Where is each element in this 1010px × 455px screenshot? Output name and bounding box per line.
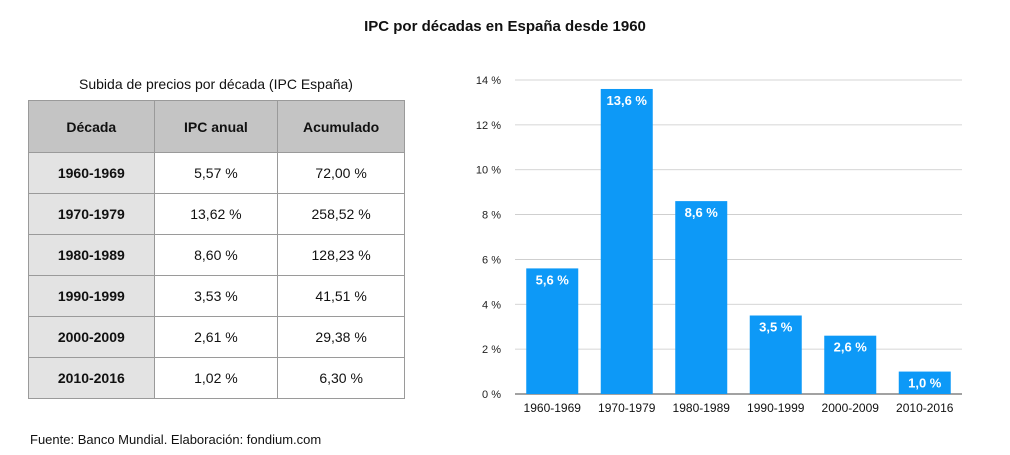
header-ipc-anual: IPC anual	[153, 100, 279, 153]
y-tick-label: 6 %	[482, 254, 501, 266]
cell-decada: 1980-1989	[28, 234, 155, 276]
y-tick-label: 8 %	[482, 210, 501, 222]
table-row: 1960-1969 5,57 % 72,00 %	[28, 152, 405, 194]
data-label: 3,5 %	[759, 320, 793, 335]
table-row: 2000-2009 2,61 % 29,38 %	[28, 316, 405, 358]
cell-decada: 1990-1999	[28, 275, 155, 317]
cell-acumulado: 72,00 %	[277, 152, 405, 194]
cell-ipc-anual: 1,02 %	[153, 357, 279, 399]
table-caption: Subida de precios por década (IPC España…	[79, 76, 353, 92]
bar	[749, 315, 802, 394]
bar	[526, 268, 579, 394]
cell-decada: 2000-2009	[28, 316, 155, 358]
cell-acumulado: 29,38 %	[277, 316, 405, 358]
cell-ipc-anual: 8,60 %	[153, 234, 279, 276]
header-decada: Década	[28, 100, 155, 153]
y-tick-label: 10 %	[476, 165, 501, 177]
x-tick-label: 2000-2009	[822, 401, 880, 415]
x-tick-label: 1970-1979	[598, 401, 656, 415]
cell-ipc-anual: 3,53 %	[153, 275, 279, 317]
cell-acumulado: 41,51 %	[277, 275, 405, 317]
x-tick-label: 2010-2016	[896, 401, 954, 415]
ipc-bar-chart: 0 % 2 % 4 % 6 % 8 % 10 % 12 % 14 % 5,6 % 1960-196…	[476, 75, 962, 415]
table-row: 1980-1989 8,60 % 128,23 %	[28, 234, 405, 276]
y-tick-label: 0 %	[482, 389, 501, 401]
page-title: IPC por décadas en España desde 1960	[364, 18, 646, 35]
y-tick-label: 4 %	[482, 299, 501, 311]
cell-acumulado: 258,52 %	[277, 193, 405, 235]
x-tick-label: 1960-1969	[524, 401, 582, 415]
y-tick-label: 14 %	[476, 75, 501, 87]
data-label: 1,0 %	[908, 376, 942, 391]
ipc-table: Década IPC anual Acumulado 1960-1969 5,5…	[28, 100, 405, 399]
cell-ipc-anual: 13,62 %	[153, 193, 279, 235]
table-row: 1990-1999 3,53 % 41,51 %	[28, 275, 405, 317]
data-label: 2,6 %	[834, 340, 868, 355]
cell-ipc-anual: 5,57 %	[153, 152, 279, 194]
cell-decada: 1970-1979	[28, 193, 155, 235]
source-note: Fuente: Banco Mundial. Elaboración: fond…	[30, 432, 322, 447]
bar	[824, 335, 877, 394]
table-row: 2010-2016 1,02 % 6,30 %	[28, 357, 405, 399]
cell-acumulado: 6,30 %	[277, 357, 405, 399]
x-tick-label: 1990-1999	[747, 401, 805, 415]
cell-ipc-anual: 2,61 %	[153, 316, 279, 358]
x-tick-label: 1980-1989	[673, 401, 731, 415]
cell-decada: 2010-2016	[28, 357, 155, 399]
table-header-row: Década IPC anual Acumulado	[28, 100, 405, 153]
data-label: 5,6 %	[536, 272, 570, 287]
cell-acumulado: 128,23 %	[277, 234, 405, 276]
data-label: 8,6 %	[685, 205, 719, 220]
table-row: 1970-1979 13,62 % 258,52 %	[28, 193, 405, 235]
y-tick-label: 12 %	[476, 120, 501, 132]
data-label: 13,6 %	[607, 93, 648, 108]
header-acumulado: Acumulado	[277, 100, 405, 153]
bar	[898, 371, 951, 394]
bar	[600, 88, 653, 394]
bar	[675, 201, 728, 394]
cell-decada: 1960-1969	[28, 152, 155, 194]
y-tick-label: 2 %	[482, 344, 501, 356]
